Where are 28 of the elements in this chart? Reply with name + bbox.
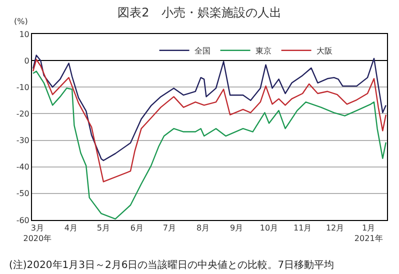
x-tick-label: 5月 — [96, 224, 110, 233]
x-tick-label: 4月 — [64, 224, 78, 233]
line-series — [32, 70, 387, 220]
chart-title: 図表2 小売・娯楽施設の人出 — [118, 6, 282, 20]
x-tick-label: 12月 — [326, 224, 344, 233]
x-tick-label: 7月 — [162, 224, 176, 233]
x-tick-label: 8月 — [196, 224, 210, 233]
x-tick-label: 6月 — [130, 224, 144, 233]
legend-label: 大阪 — [316, 46, 332, 56]
text: (注)2020年1月3日～2月6日の当該曜日の中央値との比較。7日移動平均 — [9, 259, 334, 271]
legend-label: 全国 — [194, 46, 210, 56]
x-tick-label: 3月 2020年 — [23, 224, 52, 243]
y-tick-label: -10 — [16, 82, 30, 92]
y-tick-label: -60 — [16, 216, 30, 225]
y-tick-label: -50 — [16, 189, 30, 198]
x-tick-label: 10月 — [260, 224, 278, 233]
y-tick-label: 0 — [24, 56, 30, 66]
y-tick-label: -40 — [16, 162, 30, 172]
y-tick-label: -20 — [16, 110, 30, 119]
x-tick-label: 11月 — [293, 224, 312, 233]
x-tick-label: 1月 2021年 — [354, 224, 383, 243]
x-tick-label: 9月 — [230, 224, 244, 233]
line-series — [32, 58, 387, 182]
line-series — [32, 54, 387, 162]
legend-label: 東京 — [255, 46, 272, 56]
y-tick-label: 10 — [19, 30, 30, 39]
y-tick-label: -30 — [16, 136, 30, 146]
y-axis-title: (%) — [14, 17, 28, 26]
